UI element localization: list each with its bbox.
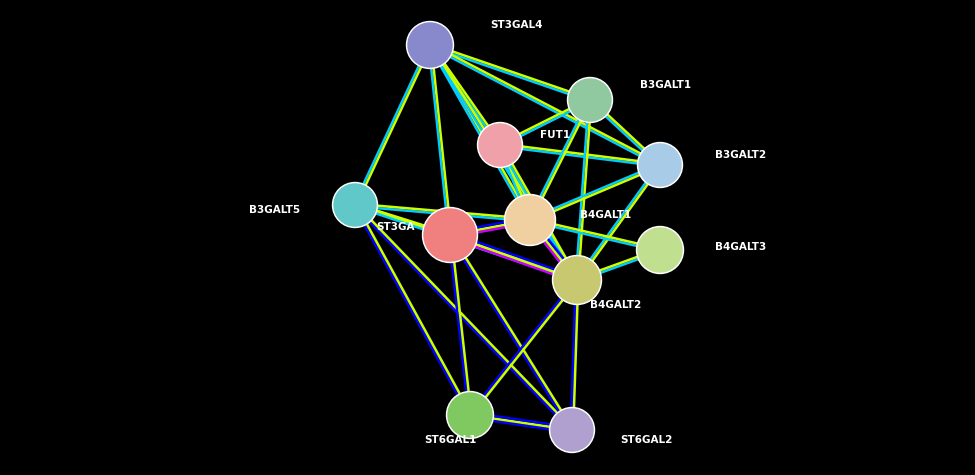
Text: B4GALT1: B4GALT1 xyxy=(580,210,631,220)
Text: ST3GA: ST3GA xyxy=(376,222,415,232)
Text: B3GALT5: B3GALT5 xyxy=(249,205,300,215)
Circle shape xyxy=(638,142,682,188)
Circle shape xyxy=(638,228,682,272)
Circle shape xyxy=(567,77,612,123)
Circle shape xyxy=(479,124,521,166)
Circle shape xyxy=(447,391,493,438)
Circle shape xyxy=(569,79,611,121)
Circle shape xyxy=(408,23,452,67)
Circle shape xyxy=(478,123,523,168)
Circle shape xyxy=(334,184,376,226)
Circle shape xyxy=(639,144,681,186)
Circle shape xyxy=(332,182,377,228)
Circle shape xyxy=(504,194,556,246)
Circle shape xyxy=(448,393,492,437)
Text: B4GALT3: B4GALT3 xyxy=(715,242,766,252)
Text: B4GALT2: B4GALT2 xyxy=(590,300,642,310)
Text: B3GALT1: B3GALT1 xyxy=(640,80,691,90)
Circle shape xyxy=(422,208,478,263)
Text: ST3GAL4: ST3GAL4 xyxy=(490,20,542,30)
Circle shape xyxy=(550,408,595,453)
Text: B3GALT2: B3GALT2 xyxy=(715,150,766,160)
Circle shape xyxy=(554,257,600,303)
Circle shape xyxy=(551,409,593,451)
Circle shape xyxy=(637,227,683,274)
Text: ST6GAL1: ST6GAL1 xyxy=(424,435,476,445)
Circle shape xyxy=(407,21,453,68)
Circle shape xyxy=(553,256,602,304)
Circle shape xyxy=(424,209,476,261)
Text: FUT1: FUT1 xyxy=(540,130,570,140)
Circle shape xyxy=(506,196,554,244)
Text: ST6GAL2: ST6GAL2 xyxy=(620,435,673,445)
